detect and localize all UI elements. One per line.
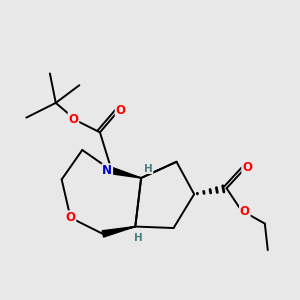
Text: H: H <box>144 164 153 173</box>
Polygon shape <box>102 226 135 237</box>
Text: O: O <box>68 112 78 126</box>
Text: O: O <box>240 205 250 218</box>
Text: O: O <box>242 161 252 174</box>
Text: O: O <box>116 104 126 117</box>
Text: N: N <box>102 164 112 177</box>
Polygon shape <box>111 167 141 178</box>
Text: O: O <box>65 211 76 224</box>
Text: H: H <box>134 233 142 243</box>
